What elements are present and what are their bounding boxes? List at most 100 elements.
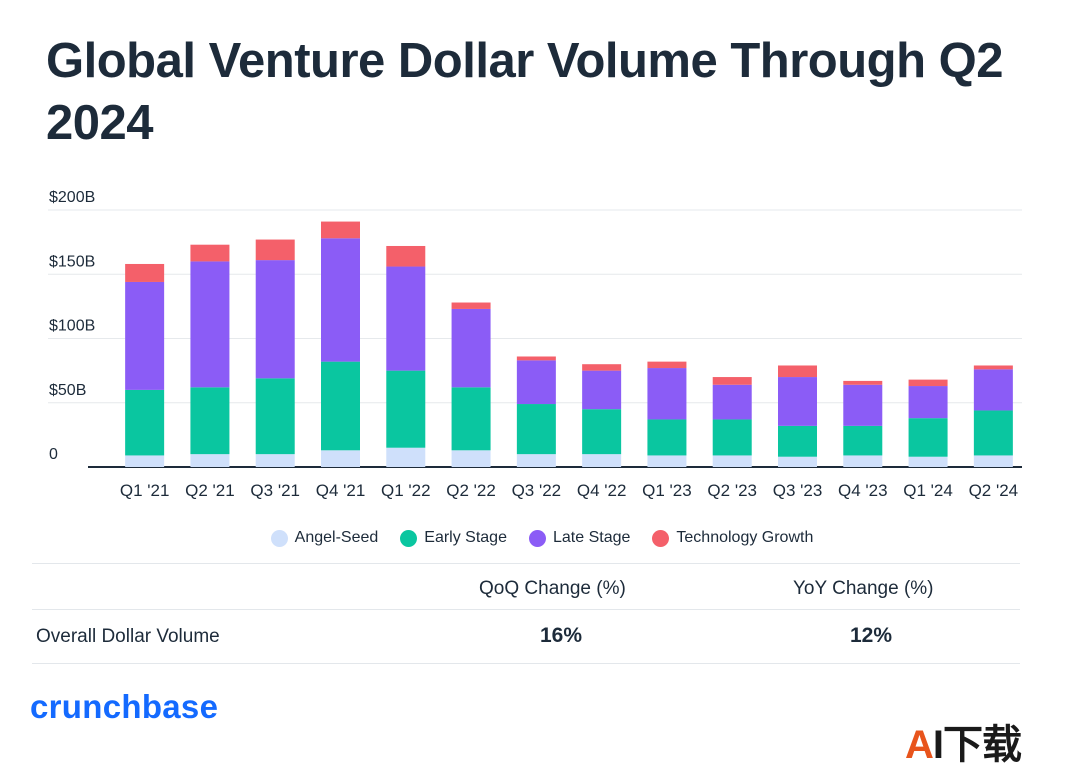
bar-segment-angel-seed: [712, 455, 752, 467]
y-tick-label: $150B: [49, 253, 95, 270]
bar-segment-angel-seed: [647, 455, 687, 467]
yoy-value: 12%: [850, 624, 893, 647]
bar-segment-angel-seed: [190, 454, 230, 467]
bar-segment-angel-seed: [582, 454, 622, 467]
bar-segment-technology-growth: [843, 380, 883, 385]
bar-segment-early-stage: [582, 409, 622, 455]
y-tick-label: $100B: [49, 318, 95, 335]
x-tick-label: Q3 '23: [773, 481, 823, 500]
bar-segment-early-stage: [190, 387, 230, 455]
x-tick-label: Q4 '21: [316, 481, 366, 500]
row-label-overall-dollar-volume: Overall Dollar Volume: [36, 626, 220, 647]
chart-title: Global Venture Dollar Volume Through Q2 …: [46, 34, 1003, 150]
table-divider-middle: [32, 609, 1020, 610]
bar-segment-angel-seed: [321, 450, 360, 467]
y-tick-label: $50B: [49, 382, 86, 399]
bar-segment-late-stage: [973, 369, 1013, 411]
x-tick-label: Q1 '24: [903, 481, 953, 500]
x-tick-label: Q2 '24: [969, 481, 1019, 500]
bar-segment-angel-seed: [516, 454, 556, 467]
legend-swatch-late-stage: [528, 529, 546, 547]
x-tick-label: Q3 '21: [250, 481, 300, 500]
legend-label-early-stage: Early Stage: [424, 529, 507, 546]
watermark-logo: AI下载: [905, 712, 1022, 770]
bar-segment-early-stage: [647, 419, 687, 456]
bar-segment-angel-seed: [255, 454, 295, 467]
bar-segment-technology-growth: [712, 377, 752, 385]
bar-segment-technology-growth: [908, 379, 948, 387]
bar-segment-angel-seed: [125, 455, 165, 467]
bar-segment-technology-growth: [516, 356, 556, 361]
bar-segment-technology-growth: [973, 365, 1013, 370]
bar-segment-early-stage: [712, 419, 752, 456]
bar-segment-angel-seed: [908, 456, 948, 467]
watermark-a: A: [905, 723, 934, 767]
legend-label-technology-growth: Technology Growth: [676, 529, 814, 546]
legend-item-technology-growth: Technology Growth: [648, 529, 813, 547]
legend-item-early-stage: Early Stage: [396, 529, 507, 547]
crunchbase-logo: crunchbase: [30, 688, 219, 725]
legend-label-late-stage: Late Stage: [552, 529, 631, 546]
y-axis-ticks: 0 $50B $100B $150B $200B: [49, 189, 95, 463]
bar-segment-late-stage: [190, 261, 230, 388]
legend-label-angel-seed: Angel-Seed: [294, 529, 379, 546]
bar-segment-technology-growth: [255, 239, 295, 261]
table-divider-bottom: [32, 663, 1020, 664]
legend-item-late-stage: Late Stage: [525, 529, 630, 547]
qoq-value: 16%: [540, 624, 583, 647]
bar-segment-technology-growth: [582, 364, 622, 371]
x-tick-label: Q1 '21: [120, 481, 170, 500]
stacked-bar-chart: 0 $50B $100B $150B $200B Q1 '21 Q2 '21 Q3 '21 Q…: [48, 189, 1022, 500]
bars: [125, 221, 1013, 467]
y-tick-label: 0: [49, 446, 58, 463]
bar-segment-late-stage: [451, 308, 491, 388]
bar-segment-late-stage: [516, 360, 556, 405]
x-tick-label: Q2 '23: [707, 481, 757, 500]
x-tick-label: Q1 '22: [381, 481, 431, 500]
table-divider-top: [32, 563, 1020, 564]
bar-segment-angel-seed: [973, 455, 1013, 467]
bar-segment-late-stage: [778, 377, 817, 426]
qoq-header: QoQ Change (%): [479, 578, 626, 599]
watermark-text: I下载: [932, 723, 1022, 767]
bar-segment-angel-seed: [386, 447, 426, 467]
bar-segment-early-stage: [255, 378, 295, 455]
bar-segment-technology-growth: [451, 302, 491, 309]
bar-segment-late-stage: [712, 384, 752, 420]
bar-segment-early-stage: [908, 418, 948, 457]
bar-segment-technology-growth: [321, 221, 360, 239]
y-tick-label: $200B: [49, 189, 95, 206]
bar-segment-angel-seed: [451, 450, 491, 467]
x-tick-label: Q2 '21: [185, 481, 235, 500]
bar-segment-technology-growth: [386, 245, 426, 267]
legend-swatch-technology-growth: [652, 529, 670, 547]
bar-segment-technology-growth: [778, 365, 817, 378]
bar-segment-early-stage: [451, 387, 491, 451]
x-tick-label: Q2 '22: [446, 481, 496, 500]
legend-swatch-early-stage: [400, 529, 418, 547]
bar-segment-early-stage: [386, 370, 426, 448]
bar-segment-early-stage: [843, 425, 883, 456]
x-tick-label: Q3 '22: [512, 481, 562, 500]
bar-segment-late-stage: [255, 260, 295, 379]
bar-segment-early-stage: [321, 361, 360, 451]
bar-segment-late-stage: [843, 384, 883, 426]
bar-segment-late-stage: [125, 281, 165, 390]
legend-swatch-angel-seed: [270, 529, 288, 547]
bar-segment-late-stage: [386, 266, 426, 371]
x-tick-label: Q4 '22: [577, 481, 627, 500]
bar-segment-early-stage: [516, 404, 556, 455]
bar-segment-early-stage: [778, 425, 817, 457]
x-tick-label: Q1 '23: [642, 481, 692, 500]
bar-segment-early-stage: [125, 389, 165, 456]
legend-item-angel-seed: Angel-Seed: [267, 529, 379, 547]
bar-segment-late-stage: [647, 368, 687, 420]
bar-segment-late-stage: [321, 238, 360, 362]
bar-segment-angel-seed: [843, 455, 883, 467]
bar-segment-technology-growth: [647, 361, 687, 369]
bar-segment-late-stage: [582, 370, 622, 410]
bar-segment-late-stage: [908, 386, 948, 419]
bar-segment-technology-growth: [125, 263, 165, 282]
legend: Angel-Seed Early Stage Late Stage Techno…: [0, 529, 1080, 547]
bar-segment-angel-seed: [778, 456, 817, 467]
